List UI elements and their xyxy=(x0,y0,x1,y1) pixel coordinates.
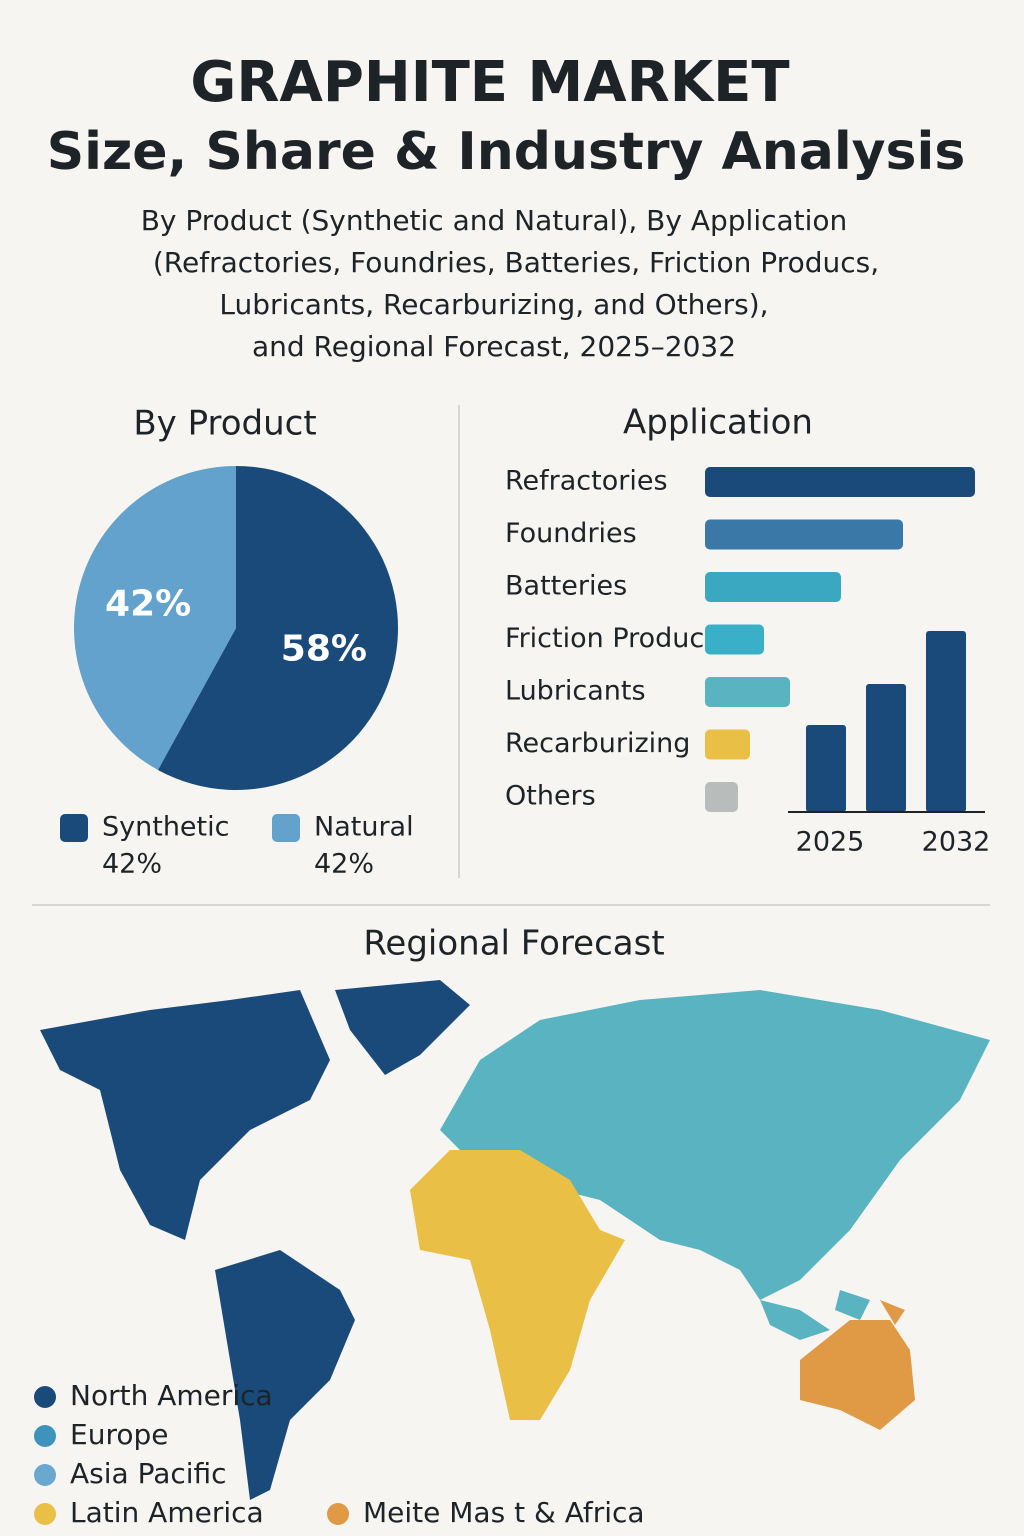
legend-label: Asia Pacific xyxy=(70,1457,227,1490)
bar xyxy=(705,624,764,655)
world-map xyxy=(40,980,990,1500)
subtitle: By Product (Synthetic and Natural), By A… xyxy=(141,204,848,237)
x-tick-label: 2025 xyxy=(796,827,865,858)
south-america xyxy=(215,1250,355,1500)
legend-label: Natural xyxy=(314,812,414,843)
australia xyxy=(800,1300,915,1430)
subtitle: Lubricants, Recarburizing, and Others), xyxy=(219,288,768,321)
bar xyxy=(705,677,790,707)
legend-dot xyxy=(34,1425,56,1447)
legend-label: Meite Mas t & Africa xyxy=(363,1496,645,1529)
subtitle: and Regional Forecast, 2025–2032 xyxy=(252,330,736,363)
title: GRAPHITE MARKET xyxy=(190,50,789,115)
category-label: Recarburizing xyxy=(505,728,690,759)
bar xyxy=(926,631,966,812)
bar xyxy=(705,729,750,760)
north-america xyxy=(40,990,330,1240)
legend-label: Europe xyxy=(70,1418,168,1451)
legend-swatch xyxy=(60,814,88,842)
legend-value: 42% xyxy=(102,849,162,880)
category-label: Refractories xyxy=(505,466,668,497)
legend-dot xyxy=(34,1386,56,1408)
legend-label: Latin America xyxy=(70,1496,264,1529)
bar xyxy=(806,725,846,812)
islands xyxy=(760,1290,870,1340)
legend-dot xyxy=(327,1503,349,1525)
map-title: Regional Forecast xyxy=(363,924,664,964)
category-label: Others xyxy=(505,781,596,812)
legend-dot xyxy=(34,1464,56,1486)
greenland xyxy=(335,980,470,1075)
title-line-2: Size, Share & Industry Analysis xyxy=(47,122,966,182)
eurasia xyxy=(440,990,990,1300)
slice-label: 58% xyxy=(281,629,367,670)
pie-slice xyxy=(73,466,236,770)
bar xyxy=(705,782,738,812)
bar xyxy=(705,519,903,550)
bar xyxy=(705,572,841,602)
legend-dot xyxy=(34,1503,56,1525)
bar xyxy=(705,467,975,497)
legend-value: 42% xyxy=(314,849,374,880)
subtitle: (Refractories, Foundries, Batteries, Fri… xyxy=(153,246,879,279)
category-label: Batteries xyxy=(505,571,627,602)
legend-swatch xyxy=(272,814,300,842)
x-tick-label: 2032 xyxy=(922,827,991,858)
africa xyxy=(410,1150,625,1420)
category-label: Lubricants xyxy=(505,676,646,707)
pie-slice xyxy=(157,466,398,790)
bar-title: Application xyxy=(623,403,813,443)
slice-label: 42% xyxy=(105,583,191,624)
legend-label: North America xyxy=(70,1379,273,1412)
bar xyxy=(866,684,906,812)
legend-label: Synthetic xyxy=(102,812,229,843)
category-label: Foundries xyxy=(505,518,637,549)
category-label: Friction Products xyxy=(505,623,729,654)
pie-title: By Product xyxy=(133,404,316,444)
